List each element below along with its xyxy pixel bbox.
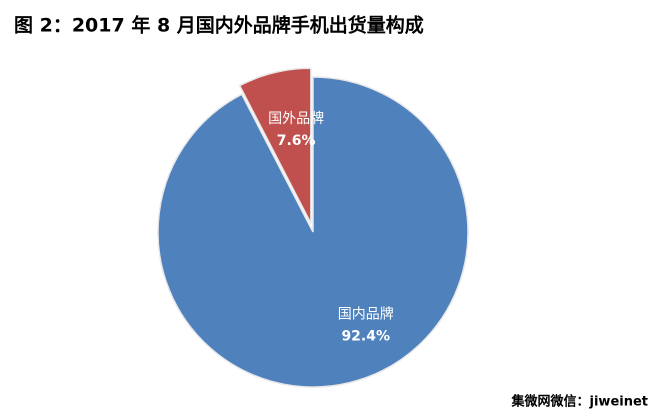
slice-value-label: 92.4% — [341, 328, 390, 344]
slice-category-label: 国内品牌 — [338, 305, 394, 322]
pie-slice — [238, 67, 312, 224]
source-note: 集微网微信：jiweinet — [511, 394, 648, 410]
pie-slice — [157, 76, 469, 388]
chart-title: 图 2：2017 年 8 月国内外品牌手机出货量构成 — [14, 14, 424, 37]
slice-category-label: 国外品牌 — [268, 110, 324, 127]
slice-value-label: 7.6% — [277, 133, 316, 149]
